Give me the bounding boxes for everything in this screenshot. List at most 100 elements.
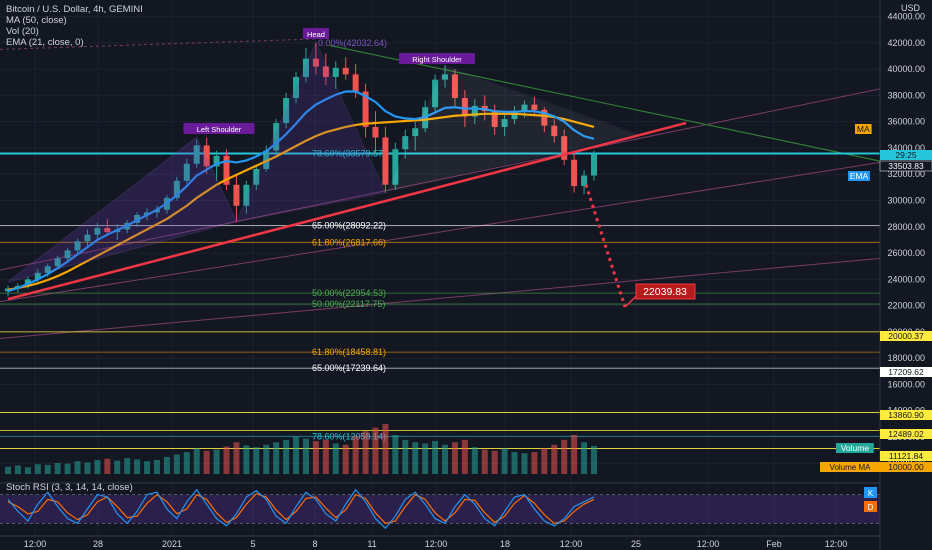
volume-bar [14, 465, 21, 474]
stoch-k-line [7, 488, 595, 530]
volume-bar [461, 439, 468, 474]
candle-body [342, 67, 349, 75]
price-badge-value: 10000.00 [888, 462, 924, 472]
candle-body [471, 105, 478, 117]
volume-bars [5, 424, 597, 474]
candle-body [273, 122, 280, 151]
time-axis-label: 8 [312, 539, 317, 549]
volume-bar [243, 445, 250, 474]
volume-bar [342, 444, 349, 474]
target-projection-tail [624, 295, 637, 308]
candle-body [223, 155, 230, 185]
volume-bar [521, 453, 528, 474]
price-badge-label: 11121.84 [889, 451, 923, 461]
head-shoulders-pattern: Left Shoulder Head Right Shoulder 0.00%(420… [7, 28, 643, 283]
neckline [7, 121, 687, 301]
volume-bar [581, 442, 588, 474]
price-badge [880, 429, 932, 439]
symbol-title[interactable]: Bitcoin / U.S. Dollar, 4h, GEMINI [6, 4, 143, 15]
time-axis-label: 12:00 [425, 539, 448, 549]
candle-body [501, 119, 508, 127]
candle-body [5, 288, 11, 292]
target-label: 22039.83 [643, 286, 687, 298]
price-axis-label: 42000.00 [887, 38, 925, 48]
price-badge [880, 462, 932, 472]
price-axis-label: 44000.00 [887, 12, 925, 22]
volume-bar [193, 448, 200, 474]
trend-line [0, 38, 319, 50]
time-axis-label: 5 [250, 539, 255, 549]
candle-body [491, 111, 498, 127]
volume-bar [312, 441, 319, 474]
volume-bar [322, 439, 329, 474]
volume-bar [124, 458, 131, 474]
volume-bar [511, 452, 518, 474]
volume-bar [64, 463, 71, 474]
price-axis-label: 28000.00 [887, 222, 925, 232]
volume-bar [302, 438, 309, 474]
price-badge [880, 367, 932, 377]
price-badge [855, 124, 872, 134]
volume-bar [104, 458, 111, 474]
price-axis-label: 18000.00 [887, 353, 925, 363]
candle-body [213, 155, 220, 167]
volume-bar [471, 447, 478, 474]
volume-bar [432, 441, 439, 474]
left-shoulder-shape [7, 136, 238, 283]
volume-bar [134, 459, 141, 474]
indicator-ma[interactable]: MA (50, close) [6, 15, 67, 26]
price-axis-label: 38000.00 [887, 90, 925, 100]
volume-bar [352, 436, 359, 474]
volume-bar [293, 436, 300, 474]
volume-bar [24, 467, 31, 474]
time-axis-label: 12:00 [825, 539, 848, 549]
pattern-label-box [303, 28, 329, 39]
candle-body [521, 104, 528, 112]
candle-body [412, 128, 419, 137]
volume-bar [372, 427, 379, 474]
price-badge [880, 150, 932, 160]
candle-body [551, 125, 558, 137]
pattern-label: Right Shoulder [412, 55, 462, 64]
volume-bar [591, 445, 597, 474]
volume-bar [392, 434, 399, 474]
price-badge [880, 331, 932, 341]
price-axis-label: 22000.00 [887, 301, 925, 311]
price-axis-label: 34000.00 [887, 143, 925, 153]
candle-body [372, 126, 379, 138]
volume-bar [531, 452, 538, 474]
price-axis-label: 30000.00 [887, 196, 925, 206]
indicator-vol[interactable]: Vol (20) [6, 26, 39, 37]
target-projection [584, 184, 627, 308]
candle-body [24, 279, 31, 286]
volume-bar [561, 439, 568, 474]
fib-levels: 78.60%(33579.57) 65.00%(28092.22) 61.80%(2… [0, 148, 880, 449]
price-badge-label: 13860.90 [888, 410, 924, 420]
volume-bar [5, 466, 11, 474]
head-fib-label: 0.00%(42032.64) [318, 38, 387, 48]
volume-bar [451, 442, 458, 474]
trend-line [0, 161, 881, 303]
candle-body [392, 149, 399, 185]
stoch-d-badge [864, 501, 877, 512]
indicator-ema[interactable]: EMA (21, close, 0) [6, 37, 84, 48]
candle-body [44, 266, 51, 273]
price-badge-label: 29:25 [895, 150, 917, 160]
price-badge-label: 33503.83 [888, 161, 924, 171]
price-badge [820, 462, 880, 472]
price-axis-label: 16000.00 [887, 379, 925, 389]
volume-bar [163, 456, 170, 474]
volume-bar [114, 460, 121, 474]
candle-body [531, 104, 538, 110]
fib-level-label: 65.00%(17239.64) [312, 363, 386, 373]
pattern-label: Head [307, 30, 325, 39]
right-shoulder-shape [384, 64, 643, 194]
price-axis-label: 26000.00 [887, 248, 925, 258]
price-axis-label: 40000.00 [887, 64, 925, 74]
time-axis-label: 12:00 [560, 539, 583, 549]
price-badge [848, 171, 870, 181]
volume-bar [551, 444, 558, 474]
price-badge-label: Volume [841, 443, 870, 453]
volume-bar [332, 443, 339, 474]
